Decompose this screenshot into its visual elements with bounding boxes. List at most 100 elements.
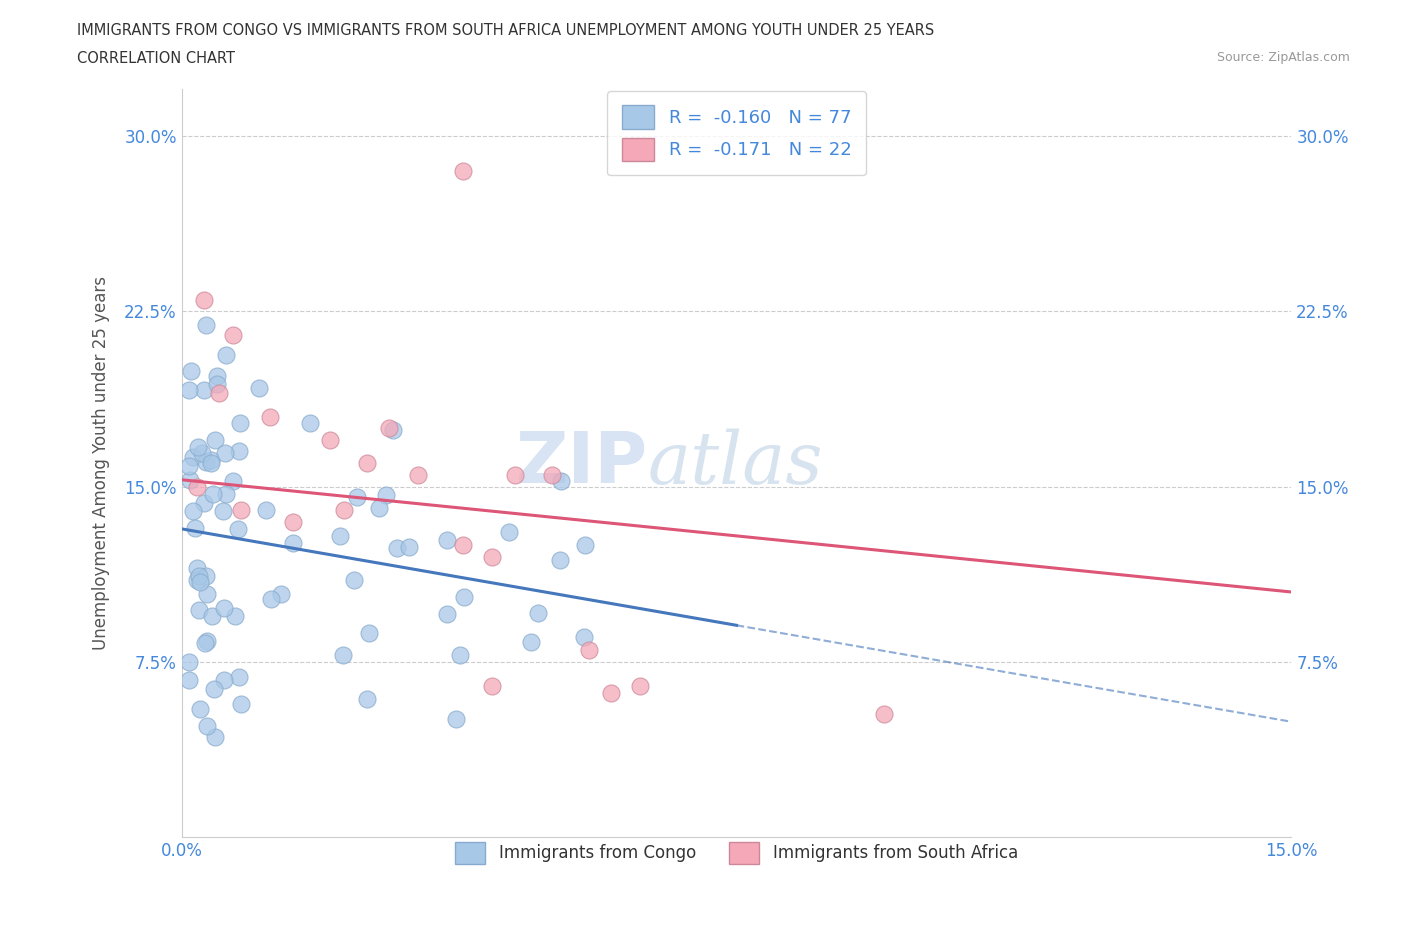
Point — [187, 568, 209, 583]
Point — [177, 458, 200, 473]
Point — [214, 445, 236, 460]
Text: ZIP: ZIP — [516, 429, 648, 498]
Point — [215, 486, 238, 501]
Point — [186, 479, 208, 494]
Point — [222, 327, 245, 342]
Point — [572, 630, 595, 644]
Point — [498, 525, 520, 539]
Text: atlas: atlas — [648, 428, 824, 498]
Point — [228, 670, 250, 684]
Text: Source: ZipAtlas.com: Source: ZipAtlas.com — [1216, 51, 1350, 64]
Point — [503, 468, 526, 483]
Point — [249, 380, 271, 395]
Point — [228, 415, 250, 430]
Y-axis label: Unemployment Among Youth under 25 years: Unemployment Among Youth under 25 years — [93, 276, 110, 650]
Point — [186, 561, 208, 576]
Point — [177, 382, 200, 397]
Point — [378, 421, 401, 436]
Point — [193, 496, 215, 511]
Point — [193, 382, 215, 397]
Point — [578, 643, 600, 658]
Point — [181, 503, 204, 518]
Point — [375, 487, 398, 502]
Point — [188, 575, 211, 590]
Point — [444, 711, 467, 726]
Point — [186, 573, 208, 588]
Point — [195, 455, 218, 470]
Point — [187, 440, 209, 455]
Point — [201, 608, 224, 623]
Point — [449, 647, 471, 662]
Point — [357, 626, 380, 641]
Point — [298, 416, 321, 431]
Point — [329, 528, 352, 543]
Point — [259, 409, 281, 424]
Point — [207, 368, 229, 383]
Point — [202, 682, 225, 697]
Legend: Immigrants from Congo, Immigrants from South Africa: Immigrants from Congo, Immigrants from S… — [449, 835, 1025, 870]
Point — [229, 503, 252, 518]
Point — [215, 347, 238, 362]
Point — [260, 592, 283, 607]
Point — [346, 490, 368, 505]
Point — [212, 601, 235, 616]
Point — [195, 586, 218, 601]
Point — [873, 706, 896, 721]
Point — [204, 432, 226, 447]
Point — [368, 500, 391, 515]
Point — [183, 521, 205, 536]
Point — [190, 701, 212, 716]
Point — [177, 655, 200, 670]
Point — [270, 587, 292, 602]
Point — [387, 540, 409, 555]
Point — [540, 468, 562, 483]
Point — [398, 539, 420, 554]
Point — [195, 634, 218, 649]
Point — [436, 533, 458, 548]
Point — [195, 718, 218, 733]
Point — [204, 730, 226, 745]
Point — [527, 605, 550, 620]
Point — [190, 445, 212, 460]
Point — [254, 502, 277, 517]
Point — [208, 386, 231, 401]
Text: CORRELATION CHART: CORRELATION CHART — [77, 51, 235, 66]
Point — [408, 468, 430, 483]
Point — [453, 590, 475, 604]
Text: IMMIGRANTS FROM CONGO VS IMMIGRANTS FROM SOUTH AFRICA UNEMPLOYMENT AMONG YOUTH U: IMMIGRANTS FROM CONGO VS IMMIGRANTS FROM… — [77, 23, 935, 38]
Point — [177, 673, 200, 688]
Point — [188, 603, 211, 618]
Point — [194, 635, 217, 650]
Point — [343, 572, 366, 587]
Point — [200, 456, 222, 471]
Point — [195, 569, 218, 584]
Point — [205, 377, 228, 392]
Point — [451, 164, 474, 179]
Point — [179, 472, 201, 487]
Point — [224, 608, 246, 623]
Point — [481, 550, 503, 565]
Point — [381, 422, 404, 437]
Point — [356, 456, 378, 471]
Point — [283, 536, 305, 551]
Point — [436, 606, 458, 621]
Point — [231, 697, 253, 711]
Point — [222, 473, 245, 488]
Point — [180, 364, 202, 379]
Point — [211, 504, 233, 519]
Point — [332, 648, 354, 663]
Point — [200, 453, 222, 468]
Point — [333, 503, 356, 518]
Point — [212, 672, 235, 687]
Point — [628, 678, 651, 693]
Point — [181, 450, 204, 465]
Point — [574, 538, 596, 552]
Point — [193, 292, 215, 307]
Point — [548, 552, 571, 567]
Point — [201, 487, 224, 502]
Point — [550, 473, 572, 488]
Point — [318, 432, 340, 447]
Point — [481, 678, 503, 693]
Point — [599, 685, 621, 700]
Point — [228, 444, 250, 458]
